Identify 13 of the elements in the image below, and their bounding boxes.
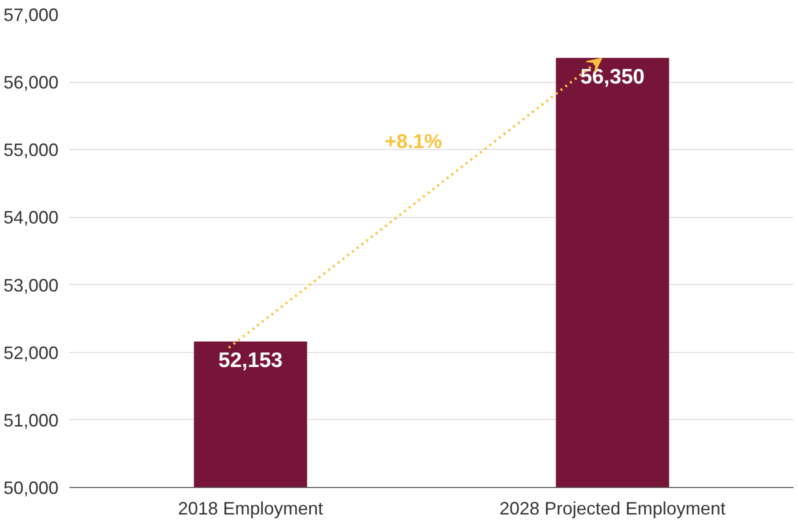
- data-label: 56,350: [580, 65, 645, 88]
- x-tick-label: 2018 Employment: [178, 498, 324, 518]
- y-tick-label: 57,000: [3, 5, 59, 25]
- data-label: 52,153: [218, 349, 283, 372]
- y-tick-label: 53,000: [3, 275, 59, 296]
- annotation: +8.1%: [384, 130, 442, 153]
- y-tick-label: 54,000: [3, 208, 59, 228]
- y-tick-label: 55,000: [3, 140, 59, 160]
- x-tick-label: 2028 Projected Employment: [499, 498, 726, 518]
- y-tick-label: 56,000: [3, 72, 59, 93]
- y-tick-label: 52,000: [3, 342, 59, 363]
- y-tick-label: 50,000: [3, 478, 59, 498]
- y-tick-label: 51,000: [3, 410, 59, 430]
